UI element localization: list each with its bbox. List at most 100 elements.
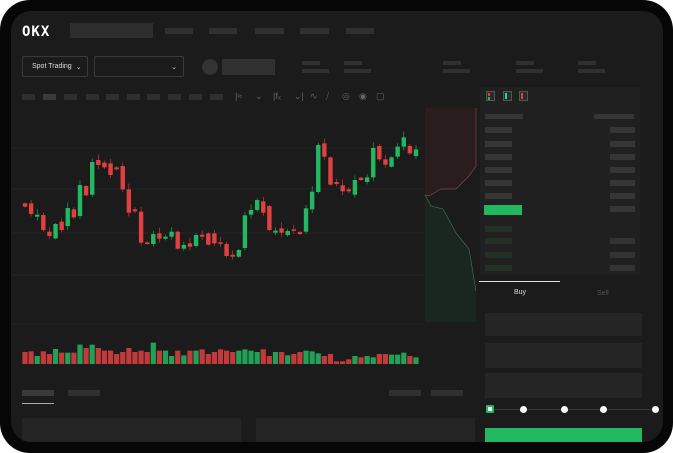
filter-button[interactable] xyxy=(431,390,463,396)
stat-label xyxy=(302,61,320,65)
slider-track[interactable] xyxy=(491,409,656,410)
candle-body xyxy=(47,231,52,237)
nav-item[interactable] xyxy=(165,28,193,34)
ask-price xyxy=(485,180,512,186)
volume-bar xyxy=(254,352,260,364)
ask-amount xyxy=(610,193,635,199)
candle-body xyxy=(297,232,303,235)
volume-bar xyxy=(40,351,46,364)
candle-body xyxy=(102,162,107,168)
volume-bar xyxy=(382,354,389,364)
timeframe-button[interactable] xyxy=(210,94,223,100)
volume-bar xyxy=(333,361,340,364)
trading-type-label: Spot Trading xyxy=(32,63,72,70)
timeframe-button[interactable] xyxy=(106,94,119,100)
volume-bar xyxy=(34,356,40,364)
volume-bar xyxy=(297,352,303,364)
stat-label xyxy=(344,61,362,65)
filter-button[interactable] xyxy=(389,390,421,396)
buy-submit-button[interactable] xyxy=(485,428,642,442)
tab-buy[interactable]: Buy xyxy=(514,289,527,296)
wave-icon[interactable]: ∿ xyxy=(310,91,318,101)
tab-open-orders[interactable] xyxy=(22,390,54,396)
settings-icon[interactable]: ◉ xyxy=(359,91,367,101)
line-style-icon[interactable]: |≈ xyxy=(235,91,243,101)
okx-logo: OKX xyxy=(22,24,51,40)
active-tab-indicator xyxy=(22,403,54,404)
candle-body xyxy=(151,234,156,245)
bid-amount xyxy=(610,238,635,244)
timeframe-button[interactable] xyxy=(127,94,140,100)
depth-bids-line xyxy=(424,194,477,292)
nav-item[interactable] xyxy=(300,28,329,34)
pair-select[interactable]: ⌄ xyxy=(94,56,184,77)
tab-sell[interactable]: Sell xyxy=(597,290,609,297)
candle-body xyxy=(96,160,101,166)
volume-bar xyxy=(52,349,59,364)
trading-type-select[interactable]: Spot Trading ⌄ xyxy=(22,56,88,77)
timeframe-button[interactable] xyxy=(22,94,35,100)
bids-only-icon[interactable] xyxy=(503,91,512,101)
slider-stop-100[interactable] xyxy=(652,406,659,413)
chevron-down-icon[interactable]: ⌄ xyxy=(255,91,263,101)
volume-bar xyxy=(65,352,71,364)
total-input[interactable] xyxy=(485,373,642,398)
indicator-icon[interactable]: |fₓ xyxy=(273,91,281,101)
fullscreen-icon[interactable]: ▢ xyxy=(376,91,385,101)
slider-stop-25[interactable] xyxy=(520,406,527,413)
timeframe-button[interactable] xyxy=(189,94,202,100)
timeframe-button-active[interactable] xyxy=(43,94,56,100)
nav-item[interactable] xyxy=(255,28,284,34)
volume-bar xyxy=(248,350,254,364)
slider-stop-75[interactable] xyxy=(600,406,607,413)
stat-value xyxy=(302,69,329,73)
volume-bar xyxy=(156,350,163,364)
volume-bar xyxy=(175,350,181,364)
volume-bar xyxy=(150,342,156,364)
timeframe-button[interactable] xyxy=(64,94,77,100)
slider-stop-50[interactable] xyxy=(561,406,568,413)
candle-body xyxy=(22,203,28,207)
volume-bar xyxy=(285,355,291,364)
chevron-down-icon[interactable]: ⌄| xyxy=(294,91,304,101)
slider-handle[interactable] xyxy=(486,405,494,413)
depth-asks-line xyxy=(424,108,477,197)
candle-body xyxy=(346,189,351,192)
volume-bar xyxy=(340,361,346,364)
ruler-icon[interactable]: ⧸ xyxy=(326,91,330,101)
volume-bar xyxy=(352,356,358,364)
last-price-highlight xyxy=(484,205,522,215)
search-bar[interactable] xyxy=(70,23,153,38)
candle-body xyxy=(413,149,419,157)
ask-price xyxy=(485,154,512,160)
tab-history[interactable] xyxy=(68,390,100,396)
volume-bar xyxy=(120,352,126,364)
price-input[interactable] xyxy=(485,313,642,336)
candle-body xyxy=(218,242,223,244)
volume-bar xyxy=(272,352,279,364)
buy-tab-indicator xyxy=(479,281,560,282)
bid-amount xyxy=(610,252,635,258)
timeframe-button[interactable] xyxy=(168,94,181,100)
timeframe-button[interactable] xyxy=(86,94,99,100)
candlestick-chart[interactable] xyxy=(11,11,663,442)
both-sides-icon[interactable] xyxy=(486,91,495,101)
candle-body xyxy=(254,200,260,211)
depth-asks-area xyxy=(425,108,476,196)
nav-item[interactable] xyxy=(346,28,374,34)
timeframe-button[interactable] xyxy=(147,94,160,100)
camera-icon[interactable]: ◎ xyxy=(342,91,350,101)
candle-body xyxy=(334,182,339,185)
volume-bar xyxy=(22,352,28,364)
volume-bar xyxy=(291,354,297,364)
ask-amount xyxy=(610,127,635,133)
volume-bar xyxy=(236,350,242,364)
volume-bar xyxy=(77,344,83,364)
stat-value xyxy=(443,69,470,73)
candle-body xyxy=(181,245,187,249)
candle-body xyxy=(28,203,34,215)
amount-input[interactable] xyxy=(485,343,642,368)
asks-only-icon[interactable] xyxy=(519,91,528,101)
nav-item[interactable] xyxy=(209,28,237,34)
